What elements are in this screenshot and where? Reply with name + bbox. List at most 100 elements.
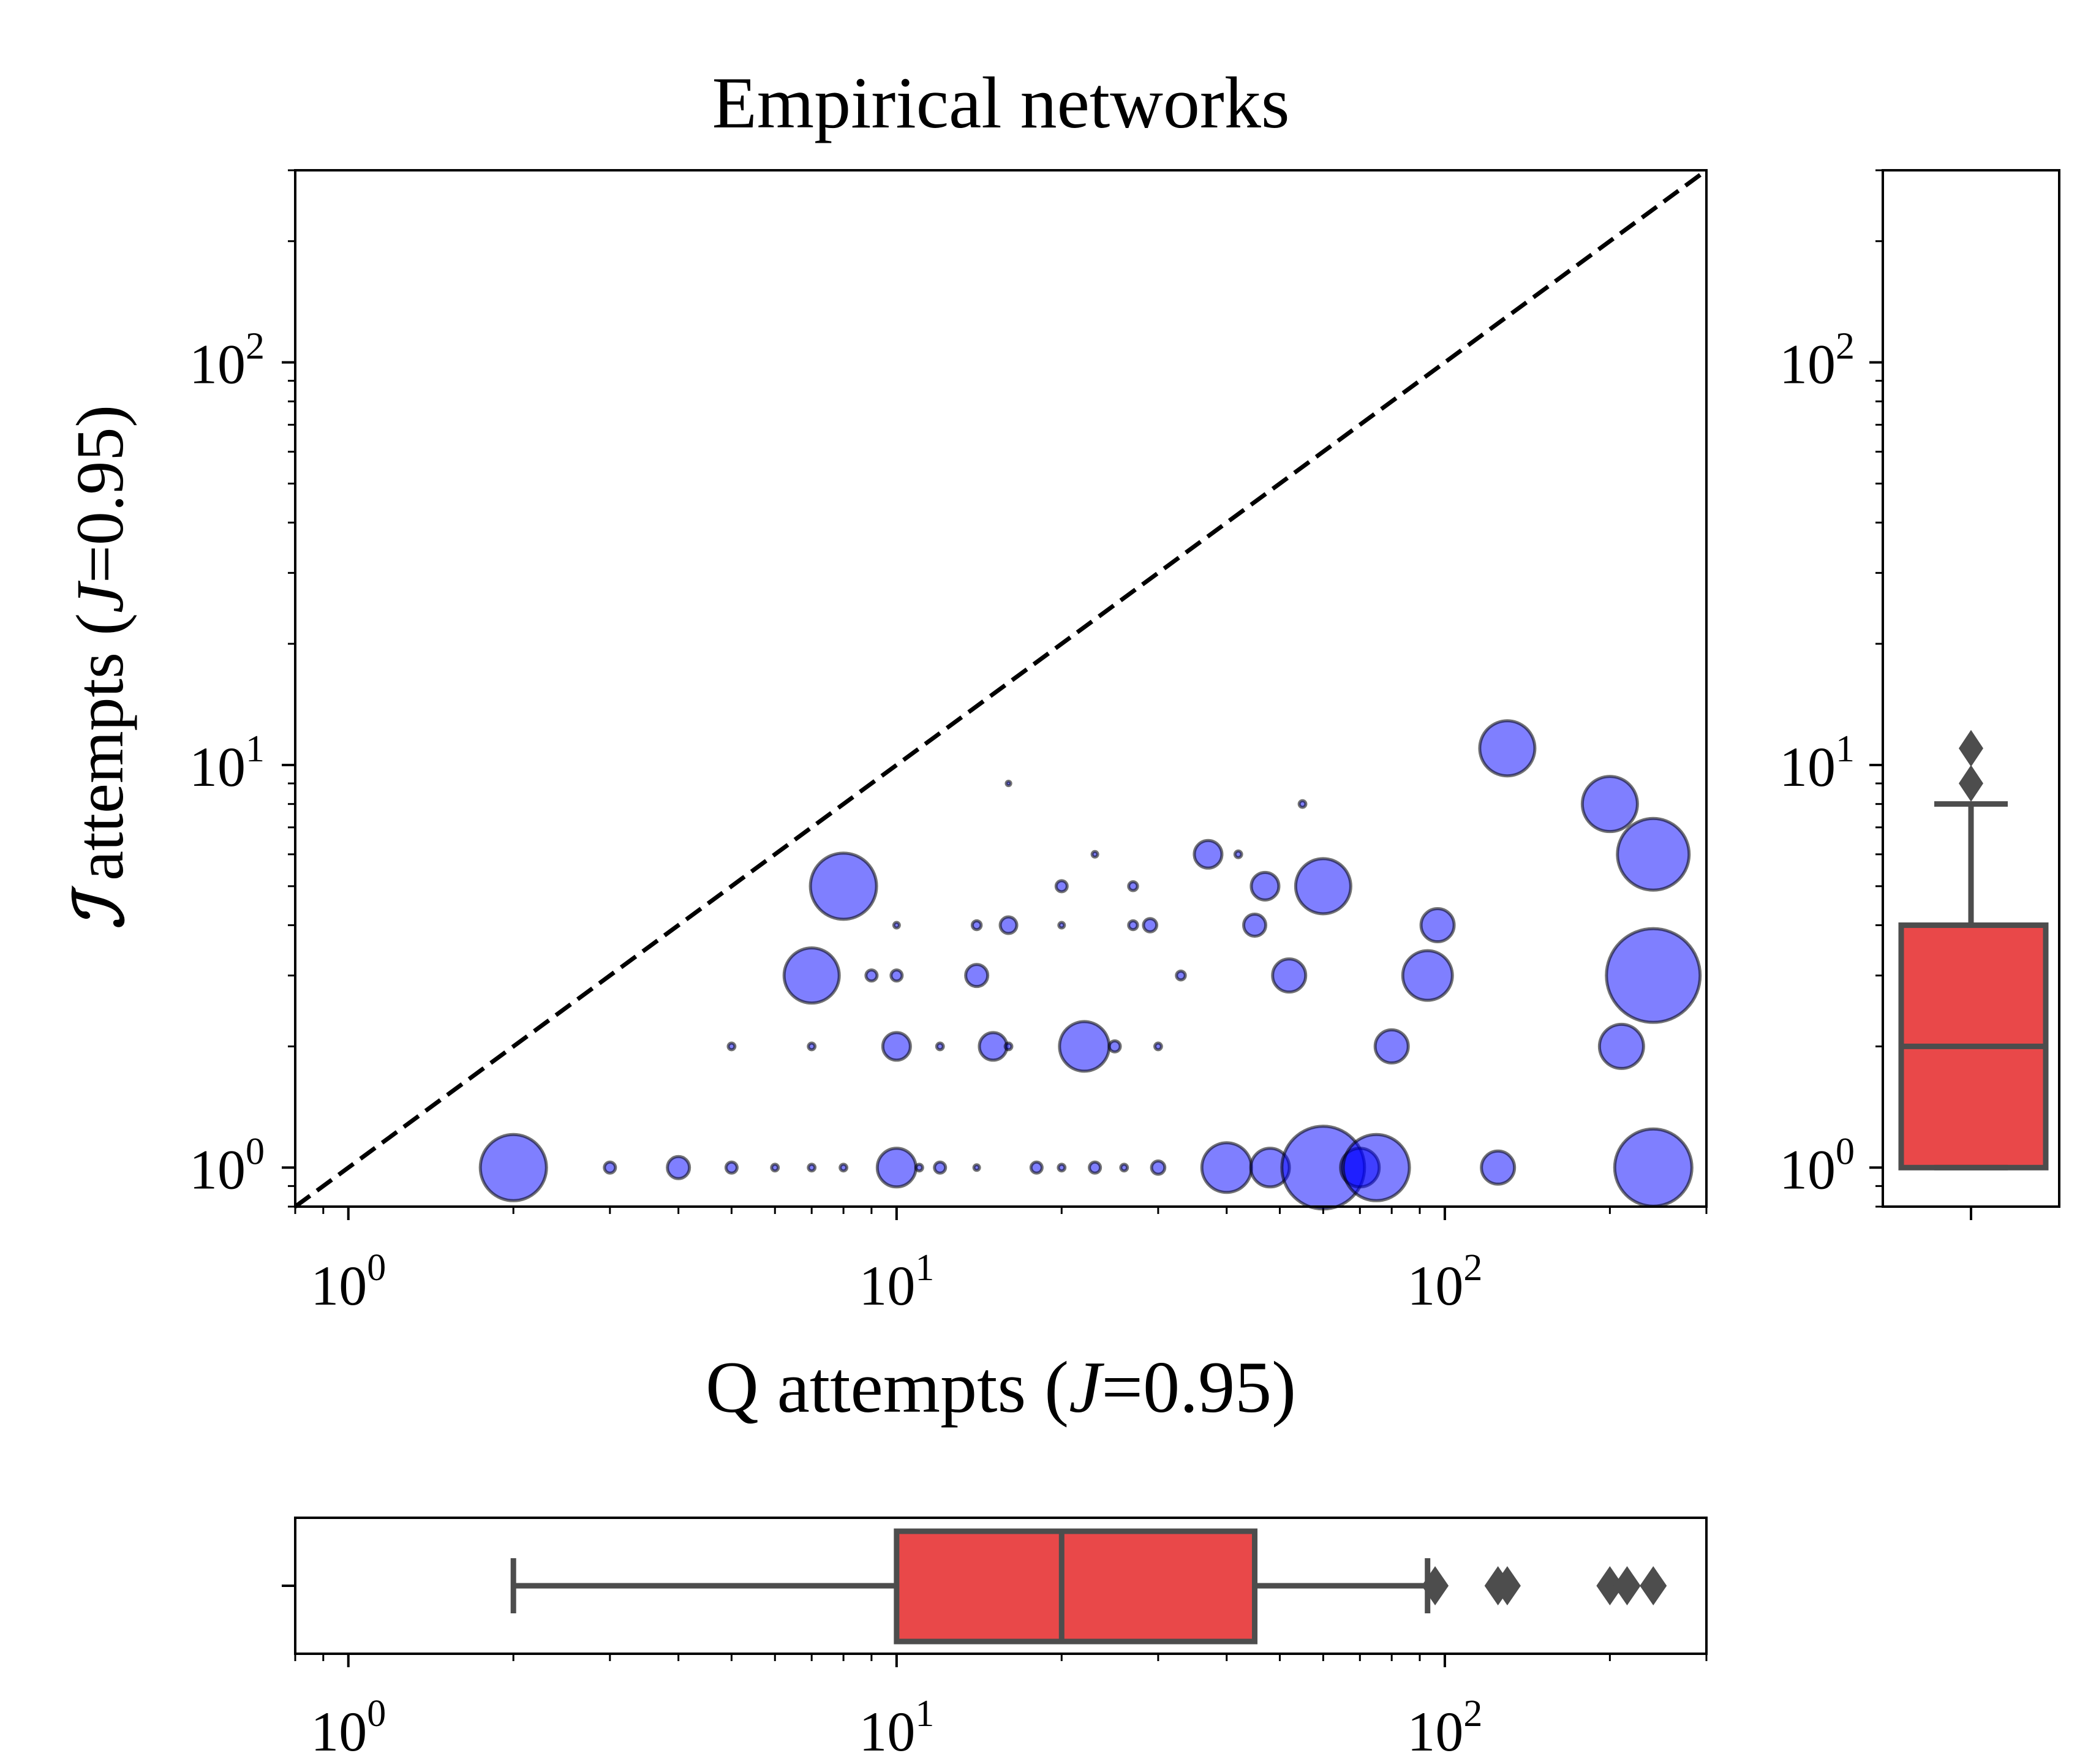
x-axis-label-post: =0.95) [1101, 1346, 1296, 1428]
right-axis-ticks [1869, 169, 1972, 1220]
right-boxplot [1898, 729, 2049, 1170]
y-axis-label-italic: J [62, 580, 137, 613]
x-axis-label-italic: J [1069, 1346, 1104, 1428]
y-axis-label-post: =0.95) [62, 405, 137, 583]
scatter-point [914, 1163, 924, 1173]
scatter-point [1373, 1028, 1410, 1065]
bottom-outlier [1613, 1566, 1641, 1605]
scatter-point [1597, 1022, 1645, 1070]
bottom-x-tick-label: 100 [311, 1693, 386, 1763]
scatter-point [1058, 1020, 1111, 1073]
scatter-point [970, 919, 983, 932]
scatter-point [864, 968, 879, 983]
scatter-point [1119, 1163, 1129, 1173]
scatter-point [1605, 927, 1702, 1024]
y-tick-label: 102 [189, 326, 265, 396]
scatter-point [1297, 799, 1308, 809]
scatter-point [892, 921, 901, 930]
x-axis-label: Q attempts (J=0.95) [706, 1346, 1296, 1428]
scatter-point [1088, 1160, 1102, 1175]
scatter-point [807, 1163, 817, 1173]
right-axis-tick-labels: 100 101 102 [1779, 326, 1855, 1201]
y-axis-label: ℐ attempts (J=0.95) [62, 405, 137, 929]
y-tick-label: 101 [189, 728, 265, 798]
scatter-point [1029, 1160, 1044, 1175]
scatter-point [1054, 879, 1069, 894]
scatter-point [1478, 719, 1537, 778]
right-y-tick-label: 101 [1779, 728, 1855, 798]
right-boxplot-panel: 100 101 102 [1779, 169, 2060, 1220]
bottom-boxplot [510, 1528, 1667, 1645]
chart-title: Empirical networks [712, 62, 1289, 143]
scatter-point [1127, 919, 1139, 932]
bottom-boxplot-panel: 100 101 102 [282, 1517, 1708, 1763]
scatter-point [1200, 1141, 1253, 1194]
svg-text:ℐ attempts (J=0.95): ℐ attempts (J=0.95) [62, 405, 137, 929]
scatter-point [972, 1163, 981, 1172]
scatter-point [1127, 880, 1139, 892]
scatter-point [889, 968, 904, 983]
right-outlier [1959, 729, 1983, 767]
scatter-point [603, 1160, 617, 1175]
scatter-point [964, 963, 990, 989]
right-y-tick-label: 100 [1779, 1131, 1855, 1200]
scatter-point [1003, 1041, 1014, 1052]
scatter-point [1107, 1039, 1122, 1054]
y-tick-label: 100 [189, 1131, 265, 1200]
bottom-box [894, 1528, 1258, 1645]
scatter-point [770, 1163, 780, 1173]
scatter-point [1193, 839, 1224, 870]
scatter-point [933, 1160, 948, 1175]
scatter-point [666, 1155, 692, 1180]
scatter-point [1613, 1127, 1694, 1208]
scatter-point [998, 915, 1019, 935]
y-axis-label-pre: attempts ( [62, 613, 137, 897]
scatter-point [1616, 816, 1691, 892]
scatter-point [782, 946, 841, 1005]
scatter-point [839, 1163, 848, 1173]
scatter-point [1057, 921, 1066, 930]
bottom-x-tick-label: 101 [859, 1693, 934, 1763]
bottom-x-tick-label: 102 [1407, 1693, 1482, 1763]
scatter-point [1419, 907, 1456, 944]
right-y-tick-label: 102 [1779, 326, 1855, 396]
main-axis-tick-labels: 100 101 102 100 101 102 [189, 326, 1482, 1317]
scatter-point [1004, 779, 1012, 788]
main-scatter-panel: Empirical networks ℐ attempts (J=0.95) Q… [62, 62, 1708, 1428]
right-plot-frame [1882, 169, 2060, 1208]
bottom-plot-frame [294, 1517, 1708, 1655]
scatter-point [1153, 1041, 1163, 1052]
scatter-point [1242, 913, 1268, 938]
x-axis-label-pre: Q attempts ( [706, 1346, 1069, 1428]
bottom-axis-tick-labels: 100 101 102 [311, 1693, 1482, 1763]
scatter-point [1249, 870, 1281, 902]
main-plot-frame [294, 169, 1708, 1208]
bottom-outlier [1422, 1566, 1449, 1605]
scatter-point [1480, 1149, 1517, 1186]
scatter-points [478, 719, 1702, 1211]
scatter-point [935, 1041, 945, 1052]
scatter-point [875, 1147, 918, 1189]
right-outlier [1959, 765, 1983, 802]
scatter-point [724, 1160, 739, 1175]
scatter-point [807, 1041, 817, 1052]
scatter-point [1057, 1163, 1067, 1173]
scatter-point [1175, 969, 1187, 982]
scatter-point [881, 1031, 912, 1062]
scatter-point [478, 1133, 548, 1202]
scatter-point [1294, 857, 1352, 916]
x-tick-label: 102 [1407, 1247, 1482, 1317]
scatter-point [1142, 917, 1159, 933]
scatter-point [978, 1031, 1009, 1062]
scatter-point [1090, 850, 1099, 859]
scatter-point [1401, 949, 1454, 1002]
scatter-point [1580, 775, 1639, 834]
x-tick-label: 101 [859, 1247, 934, 1317]
scatter-point [1271, 957, 1308, 994]
scatter-point [1233, 849, 1243, 859]
bottom-outlier [1596, 1566, 1624, 1605]
reference-line-y-equals-x [293, 168, 1708, 1208]
scatter-point [1341, 1133, 1411, 1202]
scatter-point [1150, 1159, 1167, 1176]
